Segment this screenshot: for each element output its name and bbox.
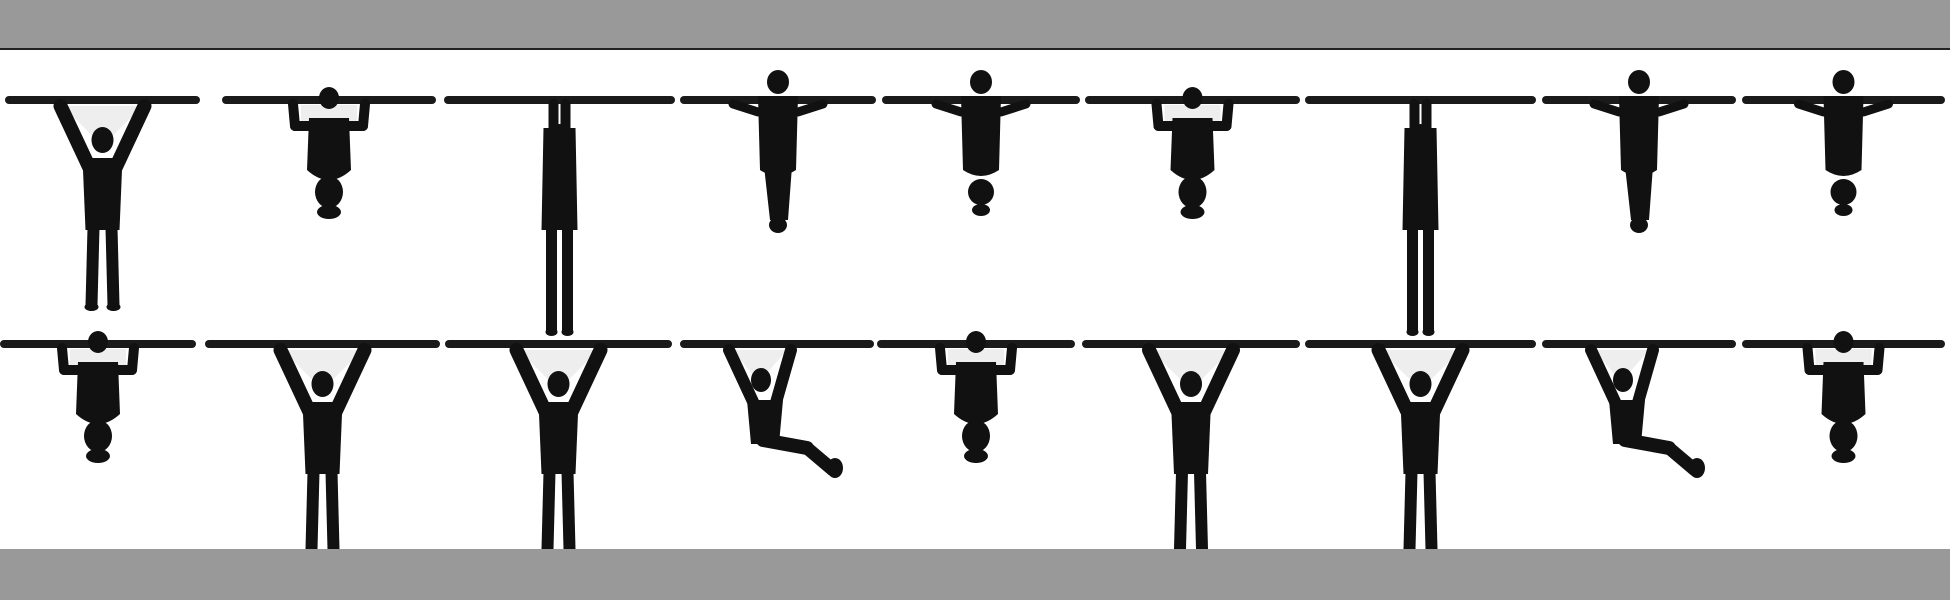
pull-up-figure-icon	[445, 340, 672, 549]
pull-up-bar-icon	[444, 96, 675, 104]
pull-up-bar-icon	[680, 340, 874, 348]
pull-up-figure-icon	[0, 331, 196, 463]
pull-up-bar-icon	[1082, 340, 1300, 348]
pull-up-bar-icon	[5, 96, 200, 104]
pull-up-figure-icon	[680, 340, 874, 478]
pull-up-figure-icon	[877, 331, 1075, 463]
top-gray-band	[0, 0, 1950, 50]
pull-up-figure-icon	[1305, 340, 1536, 549]
pull-up-figure-icon	[882, 70, 1080, 216]
pose-row	[0, 331, 1945, 549]
pull-up-silhouettes	[0, 70, 1945, 549]
pull-up-bar-icon	[1542, 340, 1736, 348]
pull-up-figure-icon	[5, 96, 200, 311]
pull-up-figure-icon	[222, 87, 436, 219]
pull-up-figure-icon	[1542, 340, 1736, 478]
pull-up-figure-icon	[1542, 70, 1736, 233]
pull-up-poses-stage	[0, 50, 1950, 549]
pull-up-bar-icon	[205, 340, 440, 348]
bottom-gray-band	[0, 549, 1950, 600]
pull-up-figure-icon	[680, 70, 876, 233]
pull-up-figure-icon	[205, 340, 440, 549]
pull-up-bar-icon	[445, 340, 672, 348]
pull-up-bar-icon	[1305, 96, 1536, 104]
pull-up-figure-icon	[1082, 340, 1300, 549]
pose-row	[5, 70, 1945, 336]
pull-up-figure-icon	[444, 96, 675, 336]
pull-up-figure-icon	[1305, 96, 1536, 336]
pull-up-figure-icon	[1742, 70, 1945, 216]
pull-up-bar-icon	[1305, 340, 1536, 348]
pull-up-figure-icon	[1742, 331, 1945, 463]
pull-up-figure-icon	[1085, 87, 1300, 219]
